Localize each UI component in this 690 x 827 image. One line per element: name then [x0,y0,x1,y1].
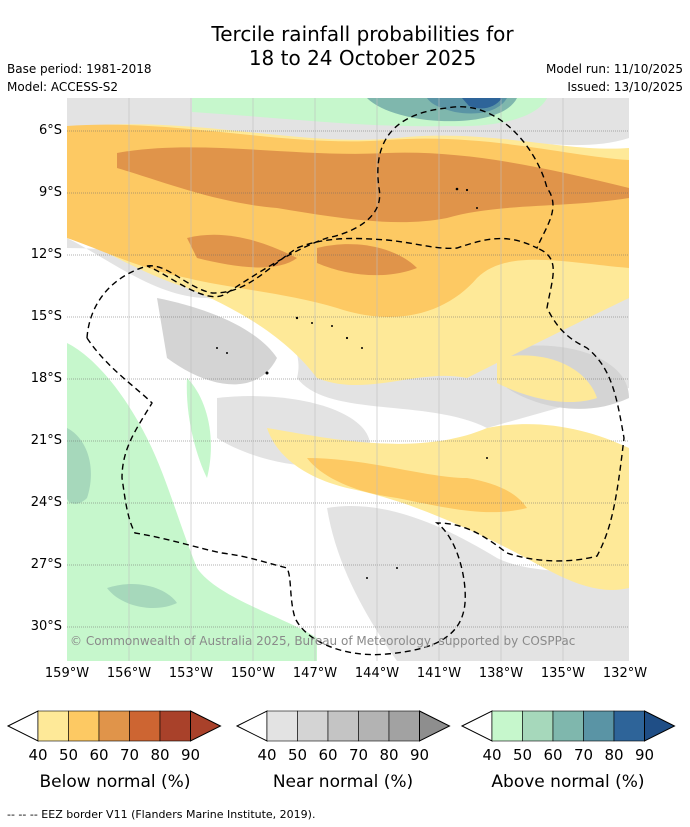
colorbar-tick: 60 [318,746,338,764]
lat-tick: 18°S [30,371,62,386]
colorbar-segment [388,710,420,742]
colorbar-tick: 40 [482,746,502,764]
colorbar-segment [552,710,584,742]
colorbar-tick: 70 [573,746,594,764]
colorbar-segment [583,710,615,742]
colorbar-segment [68,710,100,742]
copyright-notice: © Commonwealth of Australia 2025, Bureau… [70,634,576,648]
colorbar-legend [6,710,676,742]
colorbar-tick: 70 [348,746,369,764]
colorbar-segment [613,710,645,742]
colorbar-tick: 90 [409,746,430,764]
islands [216,187,488,579]
above-normal-region [107,583,177,608]
colorbar-tick: 40 [257,746,277,764]
lon-tick: 147°W [292,666,338,681]
forecast-map [67,98,629,661]
colorbar-segment [491,710,523,742]
lon-tick: 150°W [230,666,276,681]
colorbar-segment [129,710,161,742]
colorbar-segment [358,710,390,742]
issued-date: Issued: 13/10/2025 [567,80,683,94]
colorbar-low-extend [235,710,268,742]
colorbar-tick: 60 [543,746,563,764]
below-normal-region [187,234,297,268]
lat-tick: 6°S [38,123,62,138]
colorbar-tick: 90 [634,746,655,764]
graticule [67,130,629,628]
above-normal-label: Above normal (%) [491,772,645,792]
title-line-1: Tercile rainfall probabilities for [211,22,514,46]
below-normal-region [307,458,527,513]
lat-tick: 21°S [30,433,62,448]
lat-tick: 27°S [30,557,62,572]
colorbar-tick: 60 [89,746,109,764]
above-normal-region [462,98,502,109]
below-normal-label: Below normal (%) [39,772,191,792]
colorbar-high-extend [644,710,676,742]
model-run: Model run: 11/10/2025 [545,62,683,76]
colorbar-segment [37,710,69,742]
eez-footnote: -- -- -- EEZ border V11 (Flanders Marine… [7,808,316,821]
below-normal-region [317,244,417,276]
colorbar-tick: 50 [58,746,79,764]
meridians [128,98,564,661]
above-normal-region [186,378,211,478]
colorbar-segment [522,710,554,742]
colorbar-high-extend [419,710,451,742]
colorbar-tick: 90 [180,746,201,764]
colorbar-segment [327,710,359,742]
title-line-2: 18 to 24 October 2025 [248,46,477,70]
eez-border [86,106,625,656]
lat-tick: 9°S [38,185,62,200]
lon-tick: 144°W [354,666,400,681]
lon-tick: 156°W [106,666,152,681]
colorbar-high-extend [190,710,222,742]
colorbar-segment [297,710,329,742]
lat-tick: 24°S [30,495,62,510]
base-period: Base period: 1981-2018 [7,62,152,76]
above-normal-region [67,428,91,504]
colorbar-tick: 50 [512,746,533,764]
lat-tick: 12°S [30,247,62,262]
lon-tick: 132°W [602,666,648,681]
near-normal-label: Near normal (%) [272,772,414,792]
colorbar-tick: 80 [150,746,170,764]
map-title: Tercile rainfall probabilities for 18 to… [0,22,690,70]
meta-left: Base period: 1981-2018 Model: ACCESS-S2 [7,60,152,96]
lon-tick: 135°W [540,666,586,681]
colorbar-segment [98,710,130,742]
colorbar-low-extend [6,710,39,742]
above-normal-region [67,343,317,661]
near-normal-region [157,298,277,385]
colorbar-tick: 80 [604,746,624,764]
lat-tick: 15°S [30,309,62,324]
colorbar-tick: 80 [379,746,399,764]
near-normal-region [327,506,629,661]
meta-right: Model run: 11/10/2025 Issued: 13/10/2025 [546,60,683,96]
colorbar-tick: 50 [287,746,308,764]
colorbar-low-extend [460,710,493,742]
colorbar-tick: 70 [119,746,140,764]
lon-tick: 141°W [416,666,462,681]
colorbar-segment [159,710,191,742]
lon-tick: 159°W [44,666,90,681]
lon-tick: 138°W [478,666,524,681]
model-name: Model: ACCESS-S2 [7,80,119,94]
colorbar-tick: 40 [28,746,48,764]
colorbar-segment [266,710,298,742]
lon-tick: 153°W [168,666,214,681]
lat-tick: 30°S [30,619,62,634]
